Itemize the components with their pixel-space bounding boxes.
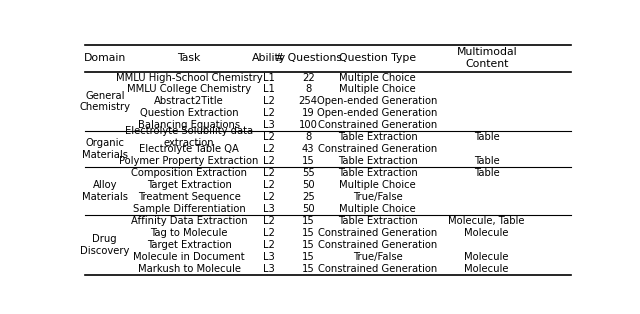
Text: True/False: True/False [353,192,403,202]
Text: Molecule: Molecule [465,228,509,238]
Text: L1: L1 [262,84,275,95]
Text: 254: 254 [299,96,317,106]
Text: Treatment Sequence: Treatment Sequence [138,192,241,202]
Text: Table Extraction: Table Extraction [338,168,417,178]
Text: 50: 50 [302,180,314,190]
Text: Multiple Choice: Multiple Choice [339,73,416,83]
Text: Task: Task [177,53,201,63]
Text: 8: 8 [305,132,311,142]
Text: L2: L2 [262,228,275,238]
Text: Domain: Domain [84,53,126,63]
Text: L2: L2 [262,192,275,202]
Text: Table: Table [474,156,500,166]
Text: Balancing Equations: Balancing Equations [138,120,240,130]
Text: L2: L2 [262,180,275,190]
Text: 25: 25 [302,192,314,202]
Text: L3: L3 [262,252,275,262]
Text: Constrained Generation: Constrained Generation [318,228,437,238]
Text: 55: 55 [302,168,314,178]
Text: True/False: True/False [353,252,403,262]
Text: # Questions: # Questions [275,53,342,63]
Text: 15: 15 [302,252,314,262]
Text: Table Extraction: Table Extraction [338,216,417,226]
Text: L2: L2 [262,240,275,250]
Text: Electrolyte Solubility data
extraction: Electrolyte Solubility data extraction [125,127,253,148]
Text: Constrained Generation: Constrained Generation [318,264,437,274]
Text: L2: L2 [262,96,275,106]
Text: 100: 100 [299,120,317,130]
Text: Table Extraction: Table Extraction [338,132,417,142]
Text: Organic
Materials: Organic Materials [82,138,128,160]
Text: L2: L2 [262,168,275,178]
Text: Table: Table [474,132,500,142]
Text: 15: 15 [302,156,314,166]
Text: L2: L2 [262,144,275,154]
Text: 8: 8 [305,84,311,95]
Text: 19: 19 [302,108,314,118]
Text: Markush to Molecule: Markush to Molecule [138,264,241,274]
Text: Molecule: Molecule [465,264,509,274]
Text: Constrained Generation: Constrained Generation [318,144,437,154]
Text: Constrained Generation: Constrained Generation [318,240,437,250]
Text: L2: L2 [262,156,275,166]
Text: L1: L1 [262,73,275,83]
Text: Polymer Property Extraction: Polymer Property Extraction [120,156,259,166]
Text: Open-ended Generation: Open-ended Generation [317,108,438,118]
Text: Drug
Discovery: Drug Discovery [80,234,129,256]
Text: 15: 15 [302,240,314,250]
Text: Abstract2Title: Abstract2Title [154,96,224,106]
Text: Alloy
Materials: Alloy Materials [82,180,128,202]
Text: L2: L2 [262,132,275,142]
Text: Constrained Generation: Constrained Generation [318,120,437,130]
Text: Molecule in Document: Molecule in Document [133,252,245,262]
Text: Affinity Data Extraction: Affinity Data Extraction [131,216,248,226]
Text: Multiple Choice: Multiple Choice [339,84,416,95]
Text: 15: 15 [302,228,314,238]
Text: Table Extraction: Table Extraction [338,156,417,166]
Text: Question Type: Question Type [339,53,416,63]
Text: Ability: Ability [252,53,285,63]
Text: 15: 15 [302,264,314,274]
Text: 50: 50 [302,204,314,214]
Text: Composition Extraction: Composition Extraction [131,168,247,178]
Text: Target Extraction: Target Extraction [147,180,232,190]
Text: Question Extraction: Question Extraction [140,108,239,118]
Text: Tag to Molecule: Tag to Molecule [150,228,228,238]
Text: L2: L2 [262,216,275,226]
Text: MMLU High-School Chemistry: MMLU High-School Chemistry [116,73,262,83]
Text: Multiple Choice: Multiple Choice [339,204,416,214]
Text: Molecule, Table: Molecule, Table [449,216,525,226]
Text: Sample Differentiation: Sample Differentiation [132,204,246,214]
Text: L2: L2 [262,108,275,118]
Text: L3: L3 [262,264,275,274]
Text: Molecule: Molecule [465,252,509,262]
Text: Open-ended Generation: Open-ended Generation [317,96,438,106]
Text: 15: 15 [302,216,314,226]
Text: Table: Table [474,168,500,178]
Text: MMLU College Chemistry: MMLU College Chemistry [127,84,251,95]
Text: L3: L3 [262,120,275,130]
Text: Multimodal
Content: Multimodal Content [456,47,517,69]
Text: General
Chemistry: General Chemistry [79,91,131,112]
Text: 22: 22 [302,73,314,83]
Text: Target Extraction: Target Extraction [147,240,232,250]
Text: Electrolyte Table QA: Electrolyte Table QA [139,144,239,154]
Text: L3: L3 [262,204,275,214]
Text: Multiple Choice: Multiple Choice [339,180,416,190]
Text: 43: 43 [302,144,314,154]
